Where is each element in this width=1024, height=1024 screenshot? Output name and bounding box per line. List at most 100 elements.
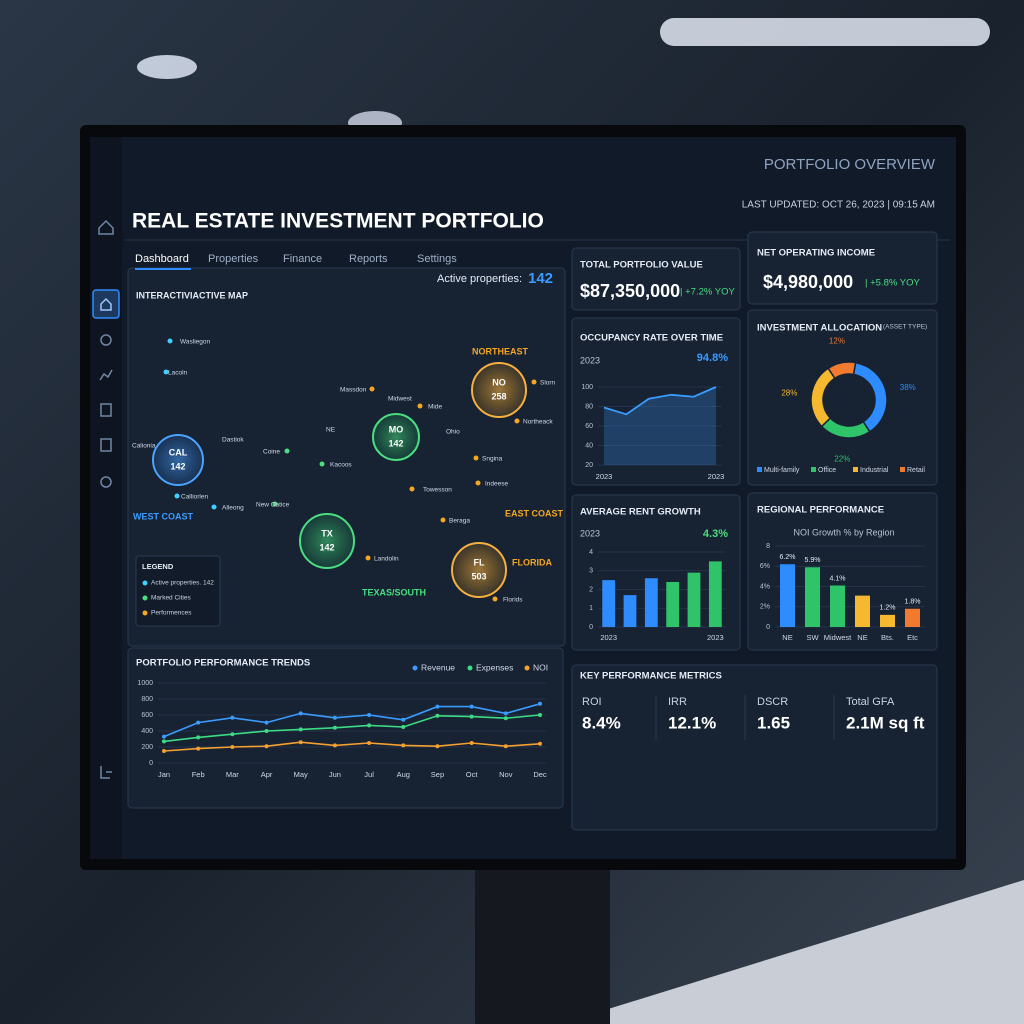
logout-icon[interactable] xyxy=(100,766,112,779)
city-label: Calionia xyxy=(132,443,156,450)
city-dot[interactable] xyxy=(409,486,415,492)
legend-item: Active properties. 142 xyxy=(151,580,214,587)
region-bubble[interactable] xyxy=(299,513,355,569)
nav-active-underline xyxy=(135,268,191,270)
city-dot[interactable] xyxy=(531,379,537,385)
data-point xyxy=(162,739,166,744)
city-dot[interactable] xyxy=(440,517,446,523)
x-tick-label: SW xyxy=(806,633,819,642)
kpi-change: | +7.2% YOY xyxy=(680,287,736,298)
dashboard: REAL ESTATE INVESTMENT PORTFOLIO PORTFOLI… xyxy=(125,156,950,831)
region-bubble[interactable] xyxy=(152,434,204,486)
x-tick-label: Feb xyxy=(192,770,205,779)
region-label: NORTHEAST xyxy=(472,346,529,356)
region-bubble[interactable] xyxy=(471,362,527,418)
data-point xyxy=(503,716,508,721)
legend-label: Industrial xyxy=(860,467,889,474)
x-tick-label: 2023 xyxy=(707,633,724,642)
region-label: EAST COAST xyxy=(505,508,564,518)
city-label: Kacoos xyxy=(330,462,352,469)
city-dot[interactable] xyxy=(417,403,423,409)
legend-dot xyxy=(142,580,148,586)
kpi-value: $87,350,000 xyxy=(580,281,680,301)
data-point xyxy=(196,720,201,725)
dashboard-icon-glyph xyxy=(100,297,112,311)
bubble-label: TX xyxy=(321,528,333,538)
data-point xyxy=(435,713,440,718)
ceiling-light xyxy=(660,18,990,46)
city-dot[interactable] xyxy=(492,596,498,602)
nav-tab[interactable]: Dashboard xyxy=(135,253,189,265)
y-tick-label: 1 xyxy=(589,605,593,612)
chart-subtitle: NOI Growth % by Region xyxy=(793,527,894,537)
value-label: 4.1% xyxy=(830,575,846,582)
legend-item: Performences xyxy=(151,610,192,617)
city-dot[interactable] xyxy=(514,418,520,424)
city-dot[interactable] xyxy=(475,480,481,486)
city-dot[interactable] xyxy=(174,493,180,499)
region-bubble[interactable] xyxy=(451,542,507,598)
data-point xyxy=(298,740,303,745)
home-icon[interactable] xyxy=(98,219,114,235)
file-icon[interactable] xyxy=(100,438,112,452)
chart-title: OCCUPANCY RATE OVER TIME xyxy=(580,333,723,344)
city-label: Wasliegon xyxy=(180,339,210,346)
city-dot[interactable] xyxy=(473,455,479,461)
city-dot[interactable] xyxy=(163,369,169,375)
legend-dot xyxy=(142,595,148,601)
city-dot[interactable] xyxy=(284,448,290,454)
x-tick-label: 2023 xyxy=(596,472,613,481)
chart-title: AVERAGE RENT GROWTH xyxy=(580,507,701,518)
metrics-title: KEY PERFORMANCE METRICS xyxy=(580,671,722,682)
city-dot[interactable] xyxy=(167,338,173,344)
bar xyxy=(602,580,616,627)
legend-label[interactable]: NOI xyxy=(533,662,548,672)
settings-icon[interactable] xyxy=(100,476,112,488)
metric-value: 2.1M sq ft xyxy=(846,713,925,732)
x-tick-label: Sep xyxy=(431,770,444,779)
legend-swatch xyxy=(811,467,816,472)
city-dot[interactable] xyxy=(319,461,325,467)
city-dot[interactable] xyxy=(211,504,217,510)
nav-tab[interactable]: Properties xyxy=(208,253,259,265)
data-point xyxy=(196,746,201,751)
city-label: Florids xyxy=(503,597,523,604)
data-point xyxy=(401,717,406,722)
value-label: 1.2% xyxy=(880,605,896,612)
nav-tab[interactable]: Reports xyxy=(349,253,388,265)
trend-icon[interactable] xyxy=(99,369,113,381)
data-point xyxy=(538,701,542,706)
metric-label: ROI xyxy=(582,696,602,708)
dashboard-icon[interactable] xyxy=(92,289,120,319)
map-title: INTERACTIVIACTIVE MAP xyxy=(136,290,248,300)
legend-item: Marked Cities xyxy=(151,595,191,602)
y-tick-label: 20 xyxy=(585,462,593,469)
nav-tab[interactable]: Finance xyxy=(283,253,322,265)
metric-value: 8.4% xyxy=(582,713,621,732)
kpi-change: | +5.8% YOY xyxy=(865,278,921,289)
metric-value: 12.1% xyxy=(668,713,716,732)
y-tick-label: 0 xyxy=(589,624,593,631)
report-icon[interactable] xyxy=(100,403,112,417)
bar xyxy=(855,595,870,627)
x-tick-label: NE xyxy=(782,633,792,642)
city-dot[interactable] xyxy=(272,501,278,507)
chart-highlight: 4.3% xyxy=(703,528,728,540)
city-label: Mide xyxy=(428,404,442,411)
region-bubble[interactable] xyxy=(372,413,420,461)
chart-icon[interactable] xyxy=(100,334,112,346)
chart-title: PORTFOLIO PERFORMANCE TRENDS xyxy=(136,658,310,669)
city-dot[interactable] xyxy=(369,386,375,392)
legend-swatch xyxy=(853,467,858,472)
data-point xyxy=(230,715,235,720)
city-dot[interactable] xyxy=(365,555,371,561)
y-tick-label: 3 xyxy=(589,568,593,575)
legend-label[interactable]: Revenue xyxy=(421,662,455,672)
legend-label[interactable]: Expenses xyxy=(476,662,513,672)
bubble-label: MO xyxy=(389,424,404,434)
data-point xyxy=(435,704,440,709)
nav-tab[interactable]: Settings xyxy=(417,253,457,265)
y-tick-label: 2% xyxy=(760,604,770,611)
active-label: Active properties: xyxy=(437,273,522,285)
city-label: Ohio xyxy=(446,429,460,436)
